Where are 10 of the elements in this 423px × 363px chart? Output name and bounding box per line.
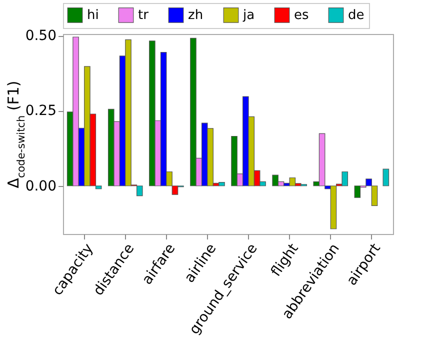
bar xyxy=(382,168,390,186)
legend-label: tr xyxy=(138,8,150,24)
y-tick-label: 0.50 xyxy=(25,28,56,44)
y-tick-label: 0.00 xyxy=(25,178,56,194)
legend-label: de xyxy=(348,8,364,24)
y-tick-label: 0.25 xyxy=(25,103,56,120)
legend-label: es xyxy=(294,8,309,24)
legend-label: ja xyxy=(242,8,255,24)
legend-label: hi xyxy=(87,8,99,24)
legend-label: zh xyxy=(188,8,204,24)
